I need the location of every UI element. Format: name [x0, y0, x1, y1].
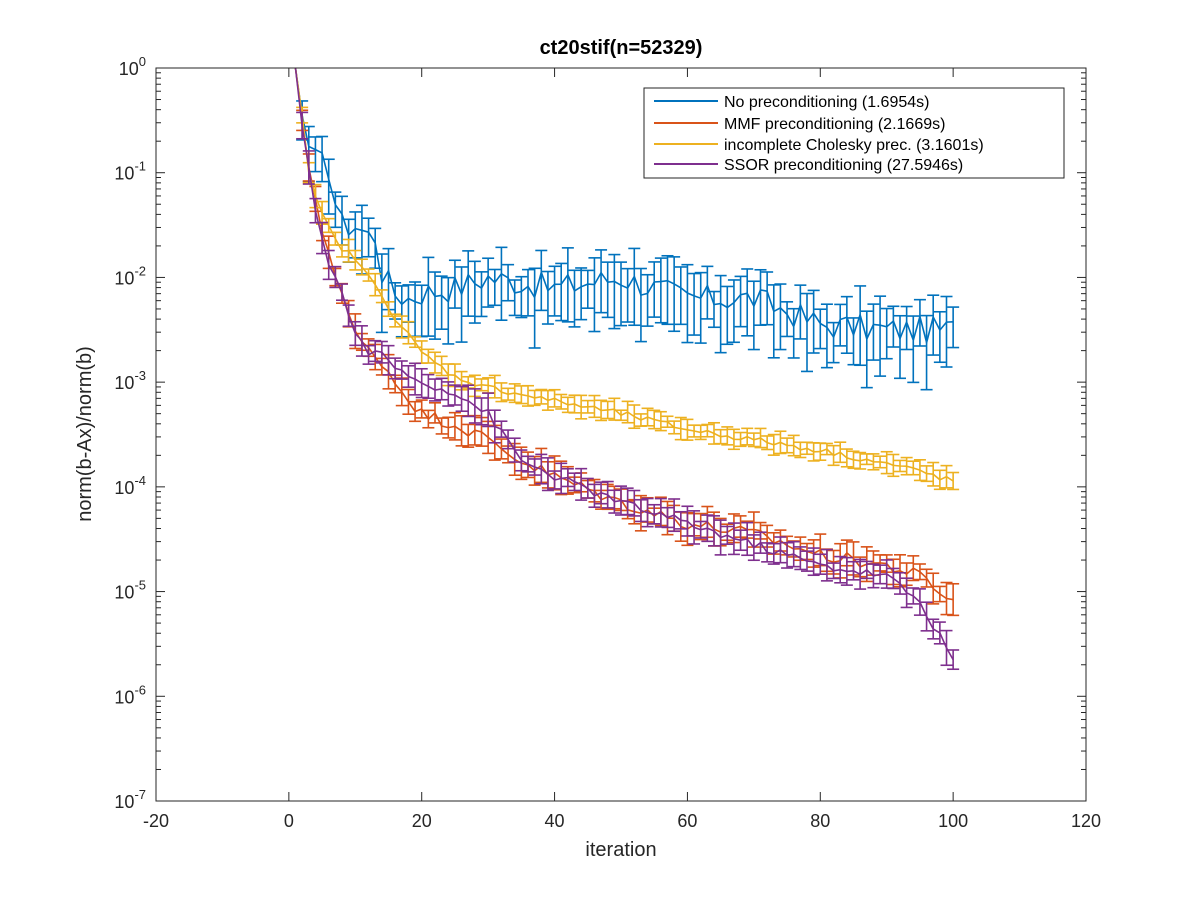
series-line	[294, 68, 954, 482]
x-tick-label: 40	[545, 811, 565, 831]
legend-label: MMF preconditioning (2.1669s)	[724, 116, 945, 133]
series-3	[294, 68, 960, 671]
legend-label: No preconditioning (1.6954s)	[724, 94, 929, 111]
ticks-layer: -20 0 20 40 60 80 100 120 10-7 10-6 10-5 10-4 10-3 10…	[114, 54, 1101, 831]
y-tick-label: 10-3	[114, 368, 146, 393]
x-axis-title: iteration	[585, 839, 656, 861]
y-tick-label: 10-2	[114, 263, 146, 288]
y-tick-label: 10-7	[114, 787, 146, 812]
legend-entry-no-preconditioning: No preconditioning (1.6954s)	[654, 94, 929, 111]
x-tick-label: 20	[412, 811, 432, 831]
plot-area	[156, 68, 1086, 801]
series-0	[294, 68, 960, 391]
x-tick-label: 0	[284, 811, 294, 831]
x-tick-label: -20	[143, 811, 169, 831]
legend-entry-ssor-preconditioning: SSOR preconditioning (27.5946s)	[654, 157, 963, 174]
chart-title: ct20stif(n=52329)	[540, 37, 703, 59]
legend-label: incomplete Cholesky prec. (3.1601s)	[724, 137, 984, 154]
y-tick-label: 10-1	[114, 159, 146, 184]
x-tick-label: 120	[1071, 811, 1101, 831]
y-tick-label: 10-5	[114, 578, 146, 603]
legend: No preconditioning (1.6954s) MMF precond…	[643, 87, 1065, 179]
x-tick-label: 60	[677, 811, 697, 831]
plot-frame	[155, 67, 1087, 802]
y-tick-label: 100	[119, 54, 146, 79]
x-tick-label: 100	[938, 811, 968, 831]
y-tick-label: 10-4	[114, 473, 146, 498]
series-line	[294, 68, 954, 660]
series-line	[294, 68, 954, 346]
legend-entry-incomplete-cholesky: incomplete Cholesky prec. (3.1601s)	[654, 137, 984, 154]
y-tick-label: 10-6	[114, 682, 146, 707]
legend-entry-mmf-preconditioning: MMF preconditioning (2.1669s)	[654, 116, 945, 133]
legend-label: SSOR preconditioning (27.5946s)	[724, 157, 963, 174]
series-layer	[294, 68, 960, 671]
series-2	[294, 68, 960, 491]
x-tick-label: 80	[810, 811, 830, 831]
y-axis-title: norm(b-Ax)/norm(b)	[74, 346, 96, 522]
